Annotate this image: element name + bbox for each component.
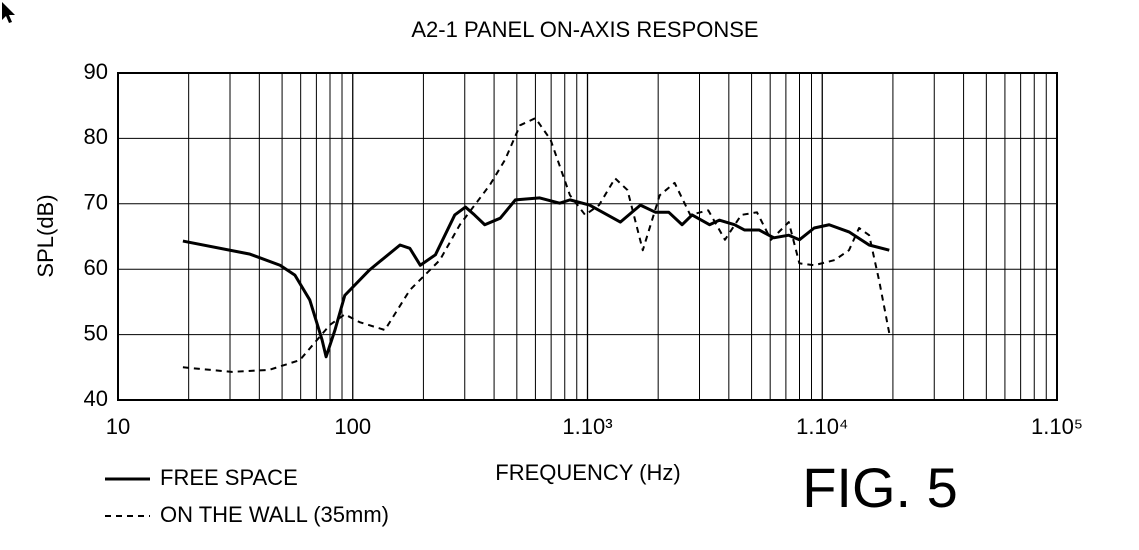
x-tick-label: 1.10⁴	[796, 414, 848, 439]
legend-label: ON THE WALL (35mm)	[160, 502, 389, 527]
y-tick-label: 40	[84, 386, 108, 411]
y-tick-label: 80	[84, 124, 108, 149]
x-tick-label: 1.10³	[562, 414, 612, 439]
cursor	[2, 2, 15, 23]
plot-frame	[117, 72, 1058, 401]
y-tick-label: 50	[84, 320, 108, 345]
y-axis-label: SPL(dB)	[33, 194, 58, 277]
legend-label: FREE SPACE	[160, 465, 298, 490]
series-line	[182, 196, 890, 359]
y-tick-label: 90	[84, 59, 108, 84]
y-tick-label: 70	[84, 190, 108, 215]
y-tick-label: 60	[84, 255, 108, 280]
x-axis-label: FREQUENCY (Hz)	[495, 460, 680, 485]
x-tick-label: 1.10⁵	[1031, 414, 1083, 439]
figure-label: FIG. 5	[802, 456, 958, 519]
series-line	[182, 117, 891, 373]
x-tick-label: 100	[334, 414, 371, 439]
x-tick-label: 10	[106, 414, 130, 439]
chart-title: A2-1 PANEL ON-AXIS RESPONSE	[411, 17, 758, 42]
